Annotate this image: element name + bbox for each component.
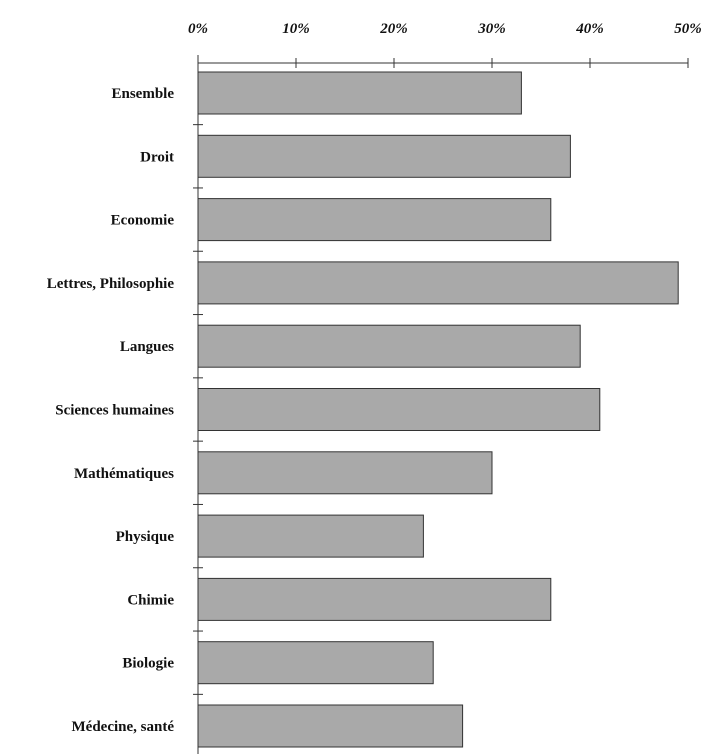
bar xyxy=(197,71,522,115)
bar xyxy=(197,134,571,178)
category-label: Physique xyxy=(116,529,175,545)
bar xyxy=(197,198,552,242)
category-label: Chimie xyxy=(127,592,174,608)
x-tick-label: 40% xyxy=(575,21,604,37)
bar xyxy=(197,577,552,621)
bar xyxy=(197,641,434,685)
x-tick-label: 20% xyxy=(379,21,408,37)
category-label: Biologie xyxy=(122,656,174,672)
bar xyxy=(197,388,601,431)
category-label: Langues xyxy=(120,339,174,355)
x-tick-label: 10% xyxy=(282,21,310,37)
category-label: Ensemble xyxy=(111,86,174,102)
category-label: Economie xyxy=(111,213,175,229)
x-tick-label: 50% xyxy=(674,21,702,37)
bar xyxy=(197,514,424,558)
category-label: Lettres, Philosophie xyxy=(47,276,175,292)
category-label: Sciences humaines xyxy=(55,403,174,419)
bars-group xyxy=(193,71,679,748)
bar xyxy=(197,704,464,748)
category-labels: Ensemble Droit Economie Lettres, Philosophi… xyxy=(47,86,175,735)
x-tick-label: 30% xyxy=(477,21,506,37)
x-axis-ticks: 0% 10% 20% 30% 40% 50% xyxy=(188,21,702,68)
bar xyxy=(197,261,679,305)
category-label: Droit xyxy=(140,149,174,165)
bar xyxy=(197,451,493,495)
category-label: Mathématiques xyxy=(74,466,174,482)
bar xyxy=(197,324,581,368)
category-label: Médecine, santé xyxy=(72,719,175,735)
x-tick-label: 0% xyxy=(188,21,208,37)
